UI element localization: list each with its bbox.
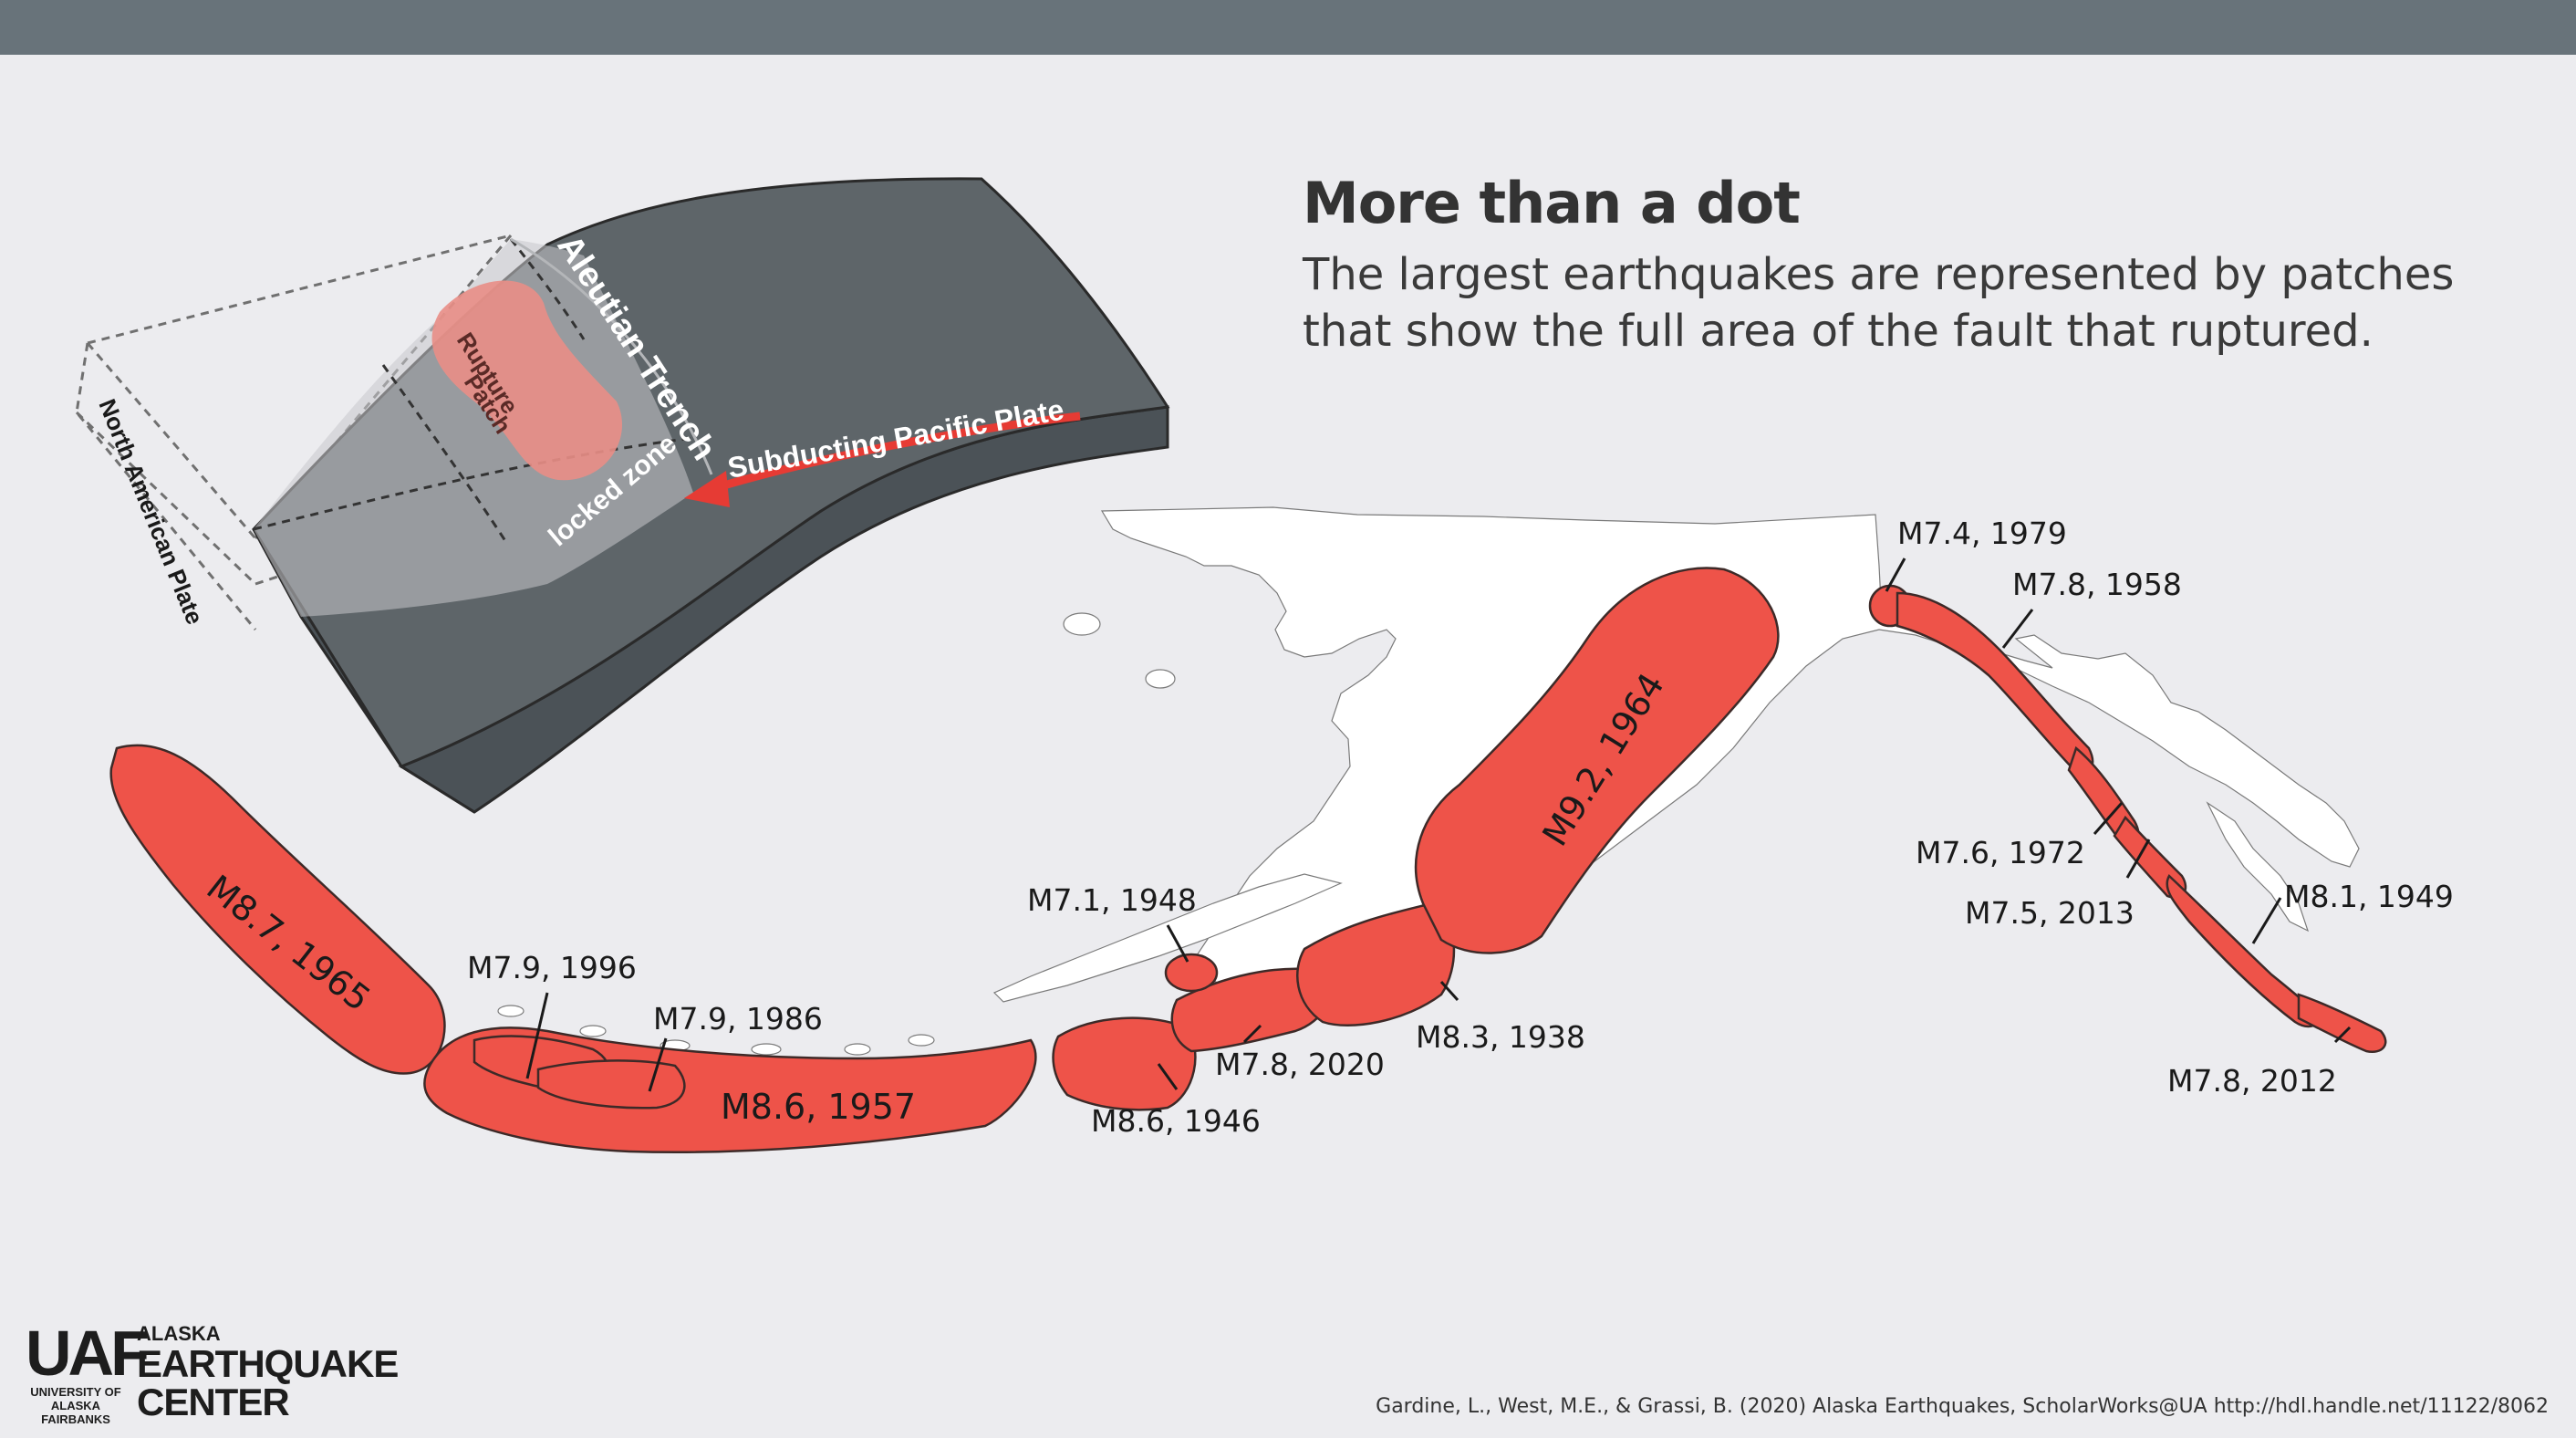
logo-university: UNIVERSITY OF ALASKA FAIRBANKS bbox=[30, 1385, 121, 1426]
logo-line3: CENTER bbox=[137, 1381, 290, 1423]
quake-label-2012: M7.8, 2012 bbox=[2167, 1063, 2337, 1099]
trench-line bbox=[510, 237, 713, 475]
leader-1958 bbox=[2001, 609, 2034, 649]
rupture-patch-1948 bbox=[1164, 953, 1219, 993]
rupture-patch-1938 bbox=[1296, 901, 1456, 1026]
overriding-plate-overlay bbox=[254, 239, 693, 617]
rupture-patch-diagram bbox=[431, 280, 623, 481]
page-subtitle: The largest earthquakes are represented … bbox=[1303, 249, 2455, 357]
leader-1986 bbox=[648, 1037, 668, 1092]
leader-1946 bbox=[1157, 1063, 1179, 1090]
page-title: More than a dot bbox=[1303, 170, 1801, 236]
logo-wordmark: ALASKA EARTHQUAKE CENTER bbox=[137, 1322, 399, 1423]
quake-label-1996: M7.9, 1996 bbox=[467, 950, 637, 985]
subduction-diagram: Aleutian Trench Rupture Patch locked zon… bbox=[75, 177, 1170, 814]
quake-label-1946: M8.6, 1946 bbox=[1091, 1103, 1261, 1139]
rupture-patch-1986 bbox=[536, 1059, 686, 1110]
rupture-patch-2020 bbox=[1170, 967, 1332, 1053]
st-lawrence-island bbox=[1145, 669, 1176, 689]
leader-1979 bbox=[1885, 557, 1906, 592]
subduction-arrow bbox=[710, 412, 1081, 494]
uaf-logo: UAF UNIVERSITY OF ALASKA FAIRBANKS ALASK… bbox=[26, 1318, 399, 1426]
citation-text: Gardine, L., West, M.E., & Grassi, B. (2… bbox=[1376, 1395, 2549, 1418]
rupture-patch-2012 bbox=[2297, 993, 2387, 1054]
quake-label-1948: M7.1, 1948 bbox=[1027, 882, 1197, 918]
leader-1948 bbox=[1166, 924, 1189, 963]
rupture-patch-1965 bbox=[109, 744, 446, 1075]
quake-label-1938: M8.3, 1938 bbox=[1416, 1019, 1585, 1055]
rupture-patch-1964 bbox=[1415, 567, 1780, 954]
southeast-islands bbox=[2206, 801, 2310, 933]
north-american-plate-label: North American Plate bbox=[93, 395, 209, 629]
quake-label-1972: M7.6, 1972 bbox=[1916, 835, 2085, 870]
leader-2020 bbox=[1242, 1024, 1262, 1044]
quake-label-1957: M8.6, 1957 bbox=[721, 1087, 916, 1127]
leader-lines bbox=[525, 557, 2352, 1092]
quake-label-1949: M8.1, 1949 bbox=[2284, 879, 2454, 914]
subduction-arrowhead bbox=[684, 471, 730, 507]
quake-label-2020: M7.8, 2020 bbox=[1215, 1047, 1385, 1082]
quake-label-1958: M7.8, 1958 bbox=[2012, 567, 2182, 602]
rupture-patch-1946 bbox=[1052, 1016, 1197, 1111]
logo-mark: UAF bbox=[26, 1318, 150, 1389]
top-bar bbox=[0, 0, 2576, 55]
alaska-peninsula bbox=[992, 873, 1343, 1003]
leader-1996 bbox=[525, 992, 549, 1079]
leader-1949 bbox=[2251, 897, 2282, 944]
leader-1972 bbox=[2093, 802, 2124, 835]
leader-2013 bbox=[2125, 839, 2151, 879]
quake-label-1979: M7.4, 1979 bbox=[1897, 516, 2067, 551]
logo-line1: ALASKA bbox=[137, 1322, 221, 1345]
quake-label-2013: M7.5, 2013 bbox=[1965, 895, 2135, 931]
slab-dashed-lines bbox=[253, 238, 694, 545]
logo-line2: EARTHQUAKE bbox=[137, 1342, 399, 1385]
quake-label-1986: M7.9, 1986 bbox=[653, 1001, 823, 1037]
leader-1938 bbox=[1439, 980, 1459, 1002]
nunivak-island bbox=[1063, 612, 1101, 636]
leader-2012 bbox=[2333, 1026, 2352, 1044]
rupture-patches bbox=[109, 567, 2387, 1153]
